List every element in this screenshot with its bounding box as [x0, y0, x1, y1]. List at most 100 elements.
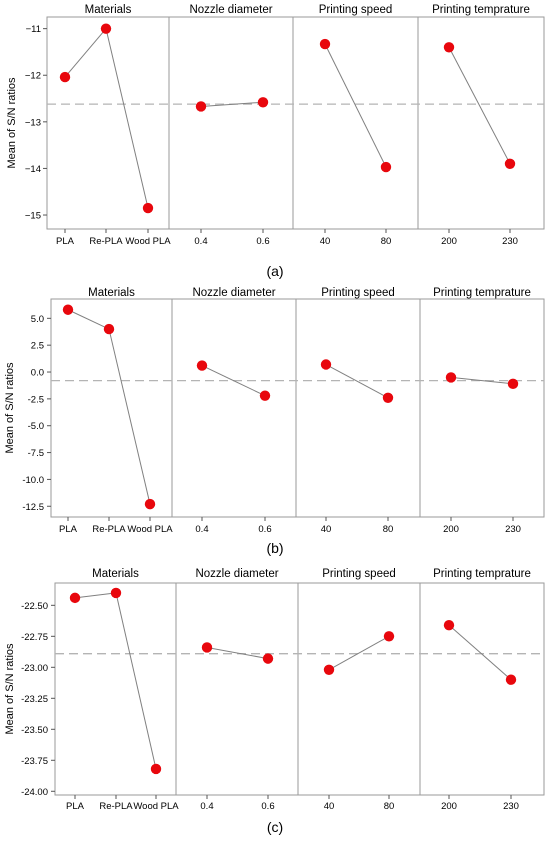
data-point	[257, 97, 269, 108]
data-point	[196, 360, 208, 371]
factor-header: Printing temprature	[432, 4, 530, 16]
y-axis-label: Mean of S/N ratios	[4, 362, 16, 454]
y-tick-label: -23.25	[21, 694, 48, 705]
data-point	[505, 674, 517, 685]
x-tick-label: Wood PLA	[133, 801, 179, 812]
figure-caption: (c)	[267, 819, 283, 835]
series-line	[115, 592, 157, 770]
series-line	[450, 376, 514, 385]
panel-frame	[292, 16, 419, 230]
series-line	[200, 101, 264, 107]
x-tick-label: 0.4	[200, 801, 213, 812]
y-tick-label: -5.0	[28, 421, 44, 432]
x-tick-label: 230	[505, 524, 521, 535]
y-tick-label: -12.5	[22, 502, 44, 513]
x-tick-label: Wood PLA	[127, 524, 173, 535]
data-point	[59, 71, 71, 83]
factor-header: Materials	[92, 568, 139, 580]
data-point	[142, 202, 154, 214]
series-line	[108, 328, 151, 505]
series-line	[324, 43, 387, 168]
chart-a: −11 −12 −13 −14 −15 Mean of S/N ratios Materia…	[6, 4, 545, 279]
x-tick-label: 40	[324, 801, 335, 812]
series-line	[206, 646, 269, 660]
x-tick-label: 0.6	[258, 524, 271, 535]
factor-header: Nozzle diameter	[189, 4, 272, 16]
y-tick-label: −13	[25, 117, 41, 128]
figure-caption: (a)	[266, 263, 283, 279]
y-axis-label: Mean of S/N ratios	[6, 77, 18, 169]
series-line	[328, 635, 390, 671]
data-point	[443, 42, 455, 53]
panel-frame	[419, 298, 545, 518]
chart-b: 5.0 2.5 0.0 -2.5 -5.0 -7.5 -10.0 -12.5 Mean of S…	[4, 287, 545, 556]
y-tick-label: -7.5	[28, 448, 44, 459]
data-point	[380, 161, 392, 173]
panel-frame	[46, 16, 170, 230]
data-point	[319, 38, 331, 50]
data-point	[383, 631, 395, 642]
y-tick-label: -23.50	[21, 725, 48, 736]
x-tick-label: 200	[443, 524, 459, 535]
y-tick-label: −15	[25, 211, 41, 222]
y-tick-label: -22.75	[21, 632, 48, 643]
data-point	[323, 664, 335, 675]
series-line	[448, 624, 512, 681]
data-point	[382, 392, 394, 403]
y-tick-label: −14	[25, 164, 41, 175]
x-tick-label: 40	[320, 236, 331, 247]
data-point	[110, 587, 122, 599]
y-tick-label: −11	[26, 24, 41, 35]
series-line	[105, 28, 149, 209]
factor-header: Printing temprature	[433, 568, 531, 580]
data-point	[259, 390, 271, 401]
series-line	[64, 28, 107, 78]
x-tick-label: 230	[502, 236, 518, 247]
data-point	[69, 592, 81, 604]
figure-caption: (b)	[266, 540, 283, 556]
x-tick-label: PLA	[56, 236, 75, 247]
data-point	[445, 372, 457, 383]
y-tick-label: 5.0	[31, 314, 44, 325]
x-tick-label: Re-PLA	[89, 236, 123, 247]
data-point	[62, 304, 74, 315]
factor-header: Printing speed	[321, 287, 395, 299]
data-point	[195, 101, 207, 112]
x-tick-label: Re-PLA	[99, 801, 133, 812]
panel-frame	[297, 582, 421, 796]
data-point	[144, 498, 156, 510]
y-tick-label: 2.5	[31, 341, 44, 352]
x-tick-label: 0.4	[195, 524, 208, 535]
y-axis-label: Mean of S/N ratios	[4, 643, 16, 735]
factor-header: Materials	[88, 287, 135, 299]
data-point	[507, 378, 519, 390]
panel-frame	[417, 16, 545, 230]
series-line	[448, 47, 511, 165]
data-point	[443, 619, 455, 631]
panel-frame	[54, 582, 177, 796]
factor-header: Printing speed	[319, 4, 393, 16]
factor-header: Nozzle diameter	[195, 568, 278, 580]
x-tick-label: 0.6	[256, 236, 269, 247]
x-tick-label: 80	[383, 524, 394, 535]
x-tick-label: 200	[441, 236, 457, 247]
panel-frame	[171, 298, 297, 518]
x-tick-label: 230	[503, 801, 519, 812]
x-tick-label: 80	[381, 236, 392, 247]
factor-header: Printing temprature	[433, 287, 531, 299]
x-tick-label: PLA	[59, 524, 78, 535]
x-tick-label: PLA	[66, 801, 85, 812]
series-line	[67, 309, 110, 330]
y-tick-label: -24.00	[21, 787, 48, 798]
data-point	[150, 763, 162, 775]
x-tick-label: 0.6	[261, 801, 274, 812]
y-tick-label: 0.0	[31, 368, 44, 379]
x-tick-label: 200	[441, 801, 457, 812]
data-point	[320, 359, 332, 370]
panel-frame	[419, 582, 545, 796]
data-point	[201, 642, 213, 653]
y-tick-label: -23.00	[21, 663, 48, 674]
panel-frame	[295, 298, 421, 518]
